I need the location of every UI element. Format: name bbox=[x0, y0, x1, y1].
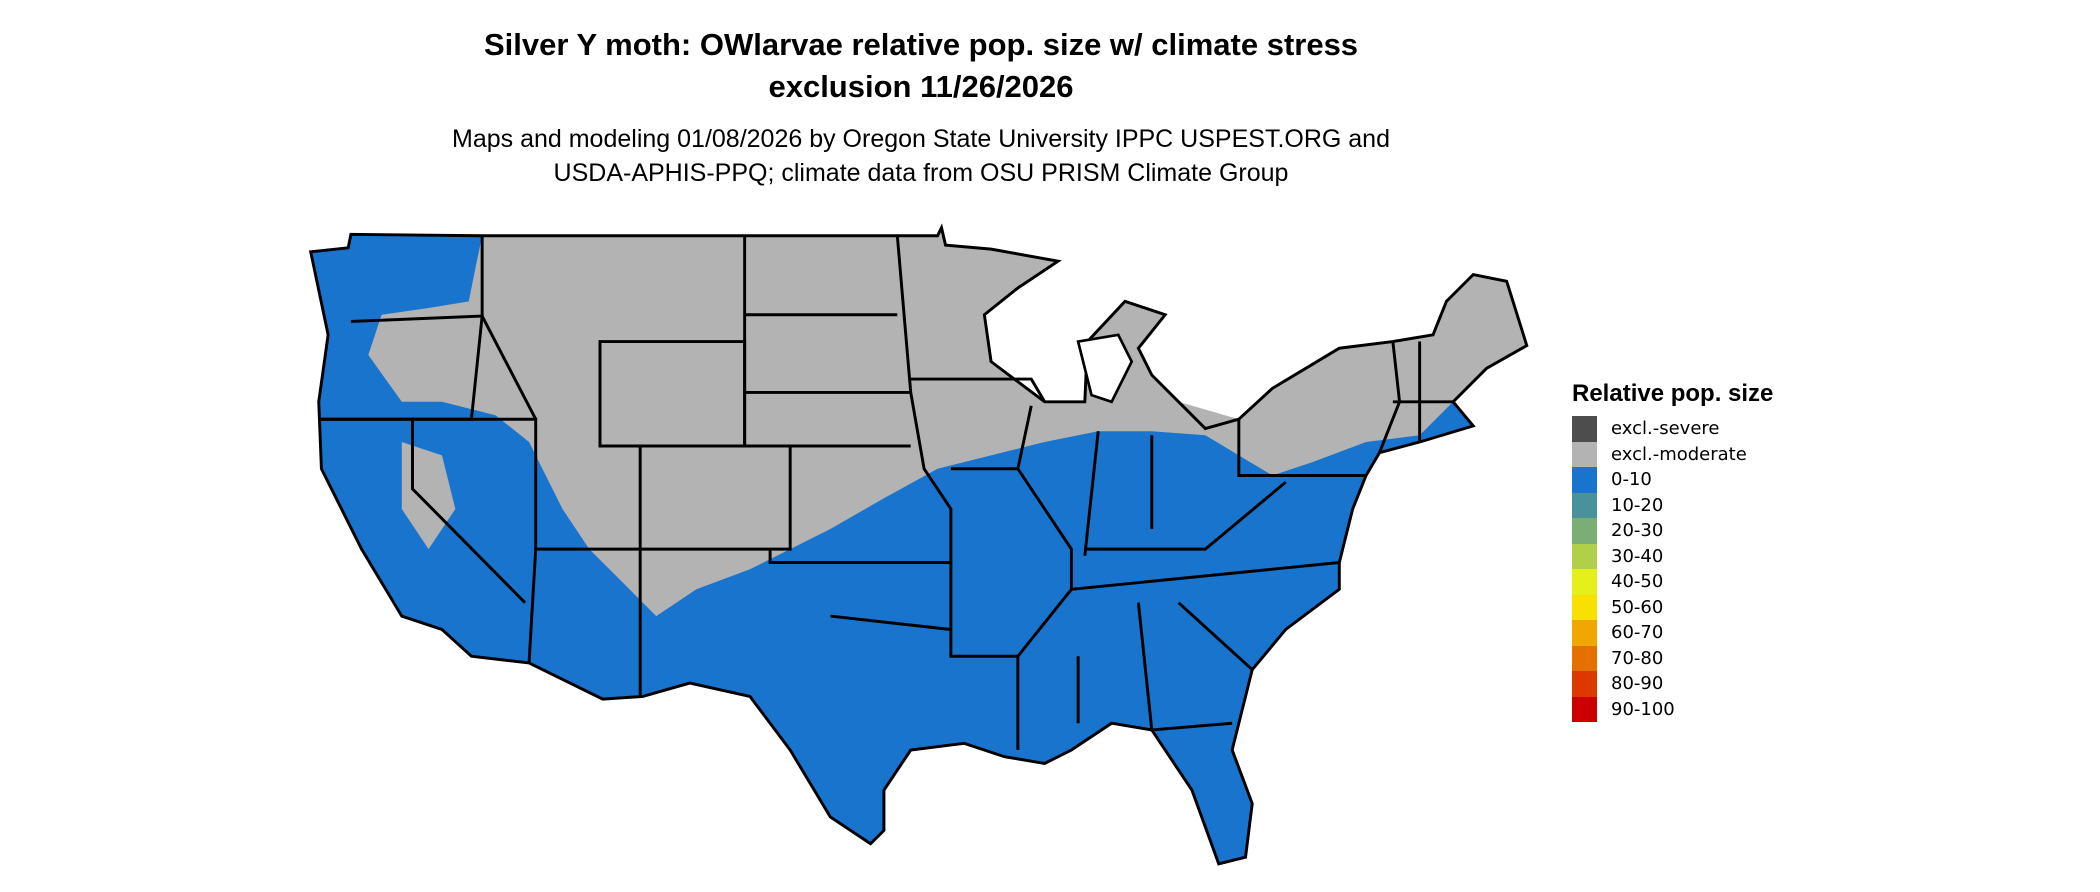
legend-label: 80-90 bbox=[1611, 673, 1664, 695]
legend-label: 60-70 bbox=[1611, 622, 1664, 644]
gray-patch bbox=[401, 441, 456, 550]
legend-label: 50-60 bbox=[1611, 596, 1664, 618]
legend: Relative pop. size excl.-severe excl.-mod… bbox=[1572, 380, 1773, 722]
map-title-line1: Silver Y moth: OWlarvae relative pop. si… bbox=[483, 27, 1359, 62]
state-boundaries bbox=[308, 223, 1529, 866]
legend-swatch bbox=[1572, 671, 1597, 697]
legend-items: excl.-severe excl.-moderate 0-10 10-20 20-30… bbox=[1572, 416, 1773, 722]
legend-swatch bbox=[1572, 467, 1597, 493]
legend-label: 90-100 bbox=[1611, 698, 1675, 720]
legend-item: 80-90 bbox=[1572, 671, 1773, 697]
lake-michigan bbox=[1076, 333, 1134, 404]
legend-swatch bbox=[1572, 492, 1597, 518]
legend-swatch bbox=[1572, 543, 1597, 569]
legend-swatch bbox=[1572, 594, 1597, 620]
legend-item: 0-10 bbox=[1572, 467, 1773, 493]
legend-swatch bbox=[1572, 416, 1597, 442]
legend-item: 50-60 bbox=[1572, 594, 1773, 620]
legend-item: 40-50 bbox=[1572, 569, 1773, 595]
legend-item: 60-70 bbox=[1572, 620, 1773, 646]
legend-item: 20-30 bbox=[1572, 518, 1773, 544]
map-subtitle-line1: Maps and modeling 01/08/2026 by Oregon S… bbox=[452, 125, 1390, 153]
legend-swatch bbox=[1572, 645, 1597, 671]
legend-label: excl.-moderate bbox=[1611, 443, 1747, 465]
legend-swatch bbox=[1572, 696, 1597, 722]
legend-label: 30-40 bbox=[1611, 545, 1664, 567]
legend-swatch bbox=[1572, 569, 1597, 595]
legend-label: excl.-severe bbox=[1611, 418, 1720, 440]
legend-swatch bbox=[1572, 518, 1597, 544]
map-title-line2: exclusion 11/26/2026 bbox=[768, 69, 1074, 104]
legend-item: 90-100 bbox=[1572, 696, 1773, 722]
legend-item: 30-40 bbox=[1572, 543, 1773, 569]
legend-label: 70-80 bbox=[1611, 647, 1664, 669]
legend-item: excl.-severe bbox=[1572, 416, 1773, 442]
legend-swatch bbox=[1572, 441, 1597, 467]
legend-title: Relative pop. size bbox=[1572, 380, 1774, 407]
legend-item: 10-20 bbox=[1572, 492, 1773, 518]
map-subtitle-line2: USDA-APHIS-PPQ; climate data from OSU PR… bbox=[553, 159, 1289, 187]
legend-swatch bbox=[1572, 620, 1597, 646]
legend-item: excl.-moderate bbox=[1572, 441, 1773, 467]
legend-label: 40-50 bbox=[1611, 571, 1664, 593]
legend-label: 0-10 bbox=[1611, 469, 1652, 491]
legend-label: 20-30 bbox=[1611, 520, 1664, 542]
us-land-excl-moderate bbox=[368, 227, 1527, 617]
legend-item: 70-80 bbox=[1572, 645, 1773, 671]
legend-label: 10-20 bbox=[1611, 494, 1664, 516]
